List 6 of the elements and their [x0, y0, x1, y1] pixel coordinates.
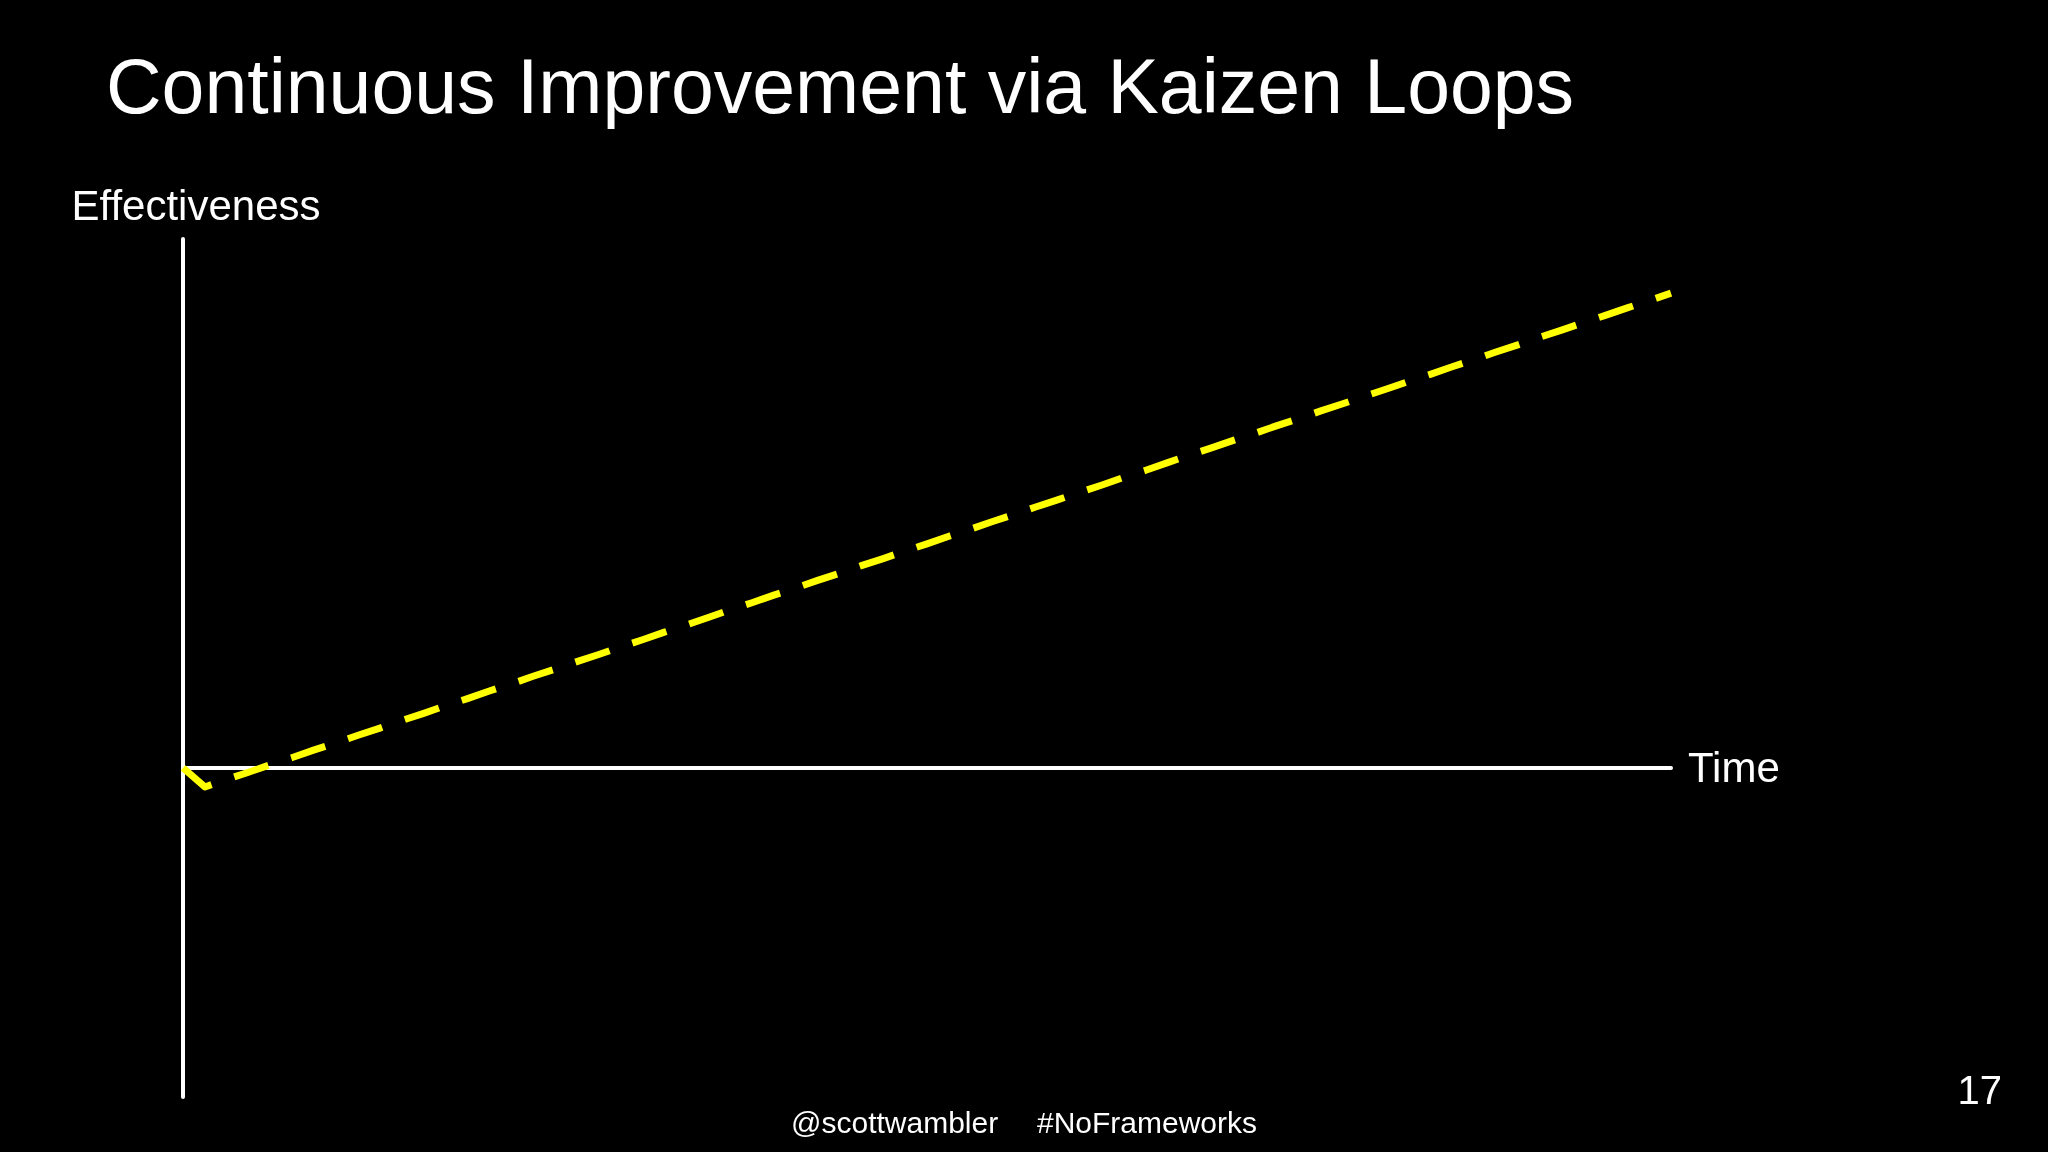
x-axis-title: Time [1688, 744, 1780, 792]
text: 17 [1957, 1068, 2002, 1112]
text: @scottwambler [791, 1105, 999, 1139]
y-axis-title: Effectiveness [71, 181, 321, 229]
chart-title: Continuous Improvement via Kaizen Loops [106, 42, 1575, 129]
text: #NoFrameworks [1037, 1105, 1258, 1139]
